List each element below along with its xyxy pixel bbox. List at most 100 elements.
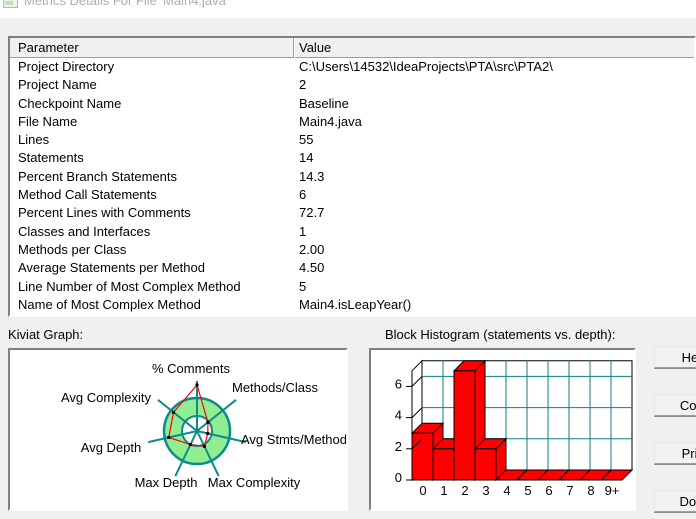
table-row: Average Statements per Method 4.50 bbox=[10, 259, 694, 277]
kiviat-axis-label: Avg Complexity bbox=[61, 390, 152, 405]
value-cell: 5 bbox=[299, 278, 307, 294]
parameter-cell: Average Statements per Method bbox=[18, 260, 205, 276]
kiviat-axis-spoke bbox=[157, 399, 198, 432]
hist-ytick-diagonal bbox=[411, 407, 423, 418]
column-divider bbox=[293, 38, 295, 58]
value-cell: 14.3 bbox=[299, 168, 325, 184]
copy-button[interactable]: Copy bbox=[654, 394, 696, 416]
kiviat-axis-spoke bbox=[174, 430, 198, 477]
kiviat-axis-spoke bbox=[196, 430, 246, 444]
hist-ytick-diagonal bbox=[411, 438, 423, 450]
hist-xtick-label: 9+ bbox=[605, 483, 620, 498]
table-row: File Name Main4.java bbox=[10, 113, 694, 131]
hist-xtick-label: 5 bbox=[524, 483, 531, 498]
table-row: Methods per Class 2.00 bbox=[10, 241, 694, 259]
kiviat-graph-panel: % Comments Methods/Class Avg Stmts/Method M… bbox=[8, 348, 348, 511]
kiviat-axis-label: Avg Depth bbox=[81, 440, 141, 455]
kiviat-data-marker bbox=[195, 383, 199, 387]
parameter-cell: File Name bbox=[18, 113, 78, 129]
value-cell: 55 bbox=[299, 132, 314, 148]
table-row: Line Number of Most Complex Method 5 bbox=[10, 278, 694, 296]
value-cell: 6 bbox=[299, 187, 307, 203]
hist-ytick-label: 2 bbox=[395, 439, 402, 454]
hist-bar-front bbox=[453, 370, 476, 481]
hist-xtick-label: 7 bbox=[566, 483, 573, 498]
value-cell: Main4.java bbox=[299, 113, 362, 129]
parameter-cell: Percent Lines with Comments bbox=[18, 205, 191, 221]
value-cell: 2.00 bbox=[299, 241, 325, 257]
parameter-cell: Project Directory bbox=[18, 59, 115, 74]
value-cell: 2 bbox=[299, 77, 307, 93]
parameter-cell: Checkpoint Name bbox=[18, 95, 122, 111]
hist-xtick-label: 0 bbox=[419, 483, 426, 498]
value-cell: Main4.isLeapYear() bbox=[299, 296, 412, 312]
app-icon bbox=[3, 0, 18, 8]
metrics-table: Parameter Value Project Directory C:\User… bbox=[8, 36, 696, 317]
table-row: Project Name 2 bbox=[10, 76, 694, 94]
table-row: Name of Most Complex Method Main4.isLeapY… bbox=[10, 296, 694, 314]
kiviat-data-marker bbox=[206, 431, 210, 435]
hist-xtick-label: 1 bbox=[440, 483, 447, 498]
kiviat-axis-spoke bbox=[196, 430, 220, 477]
parameter-cell: Lines bbox=[18, 132, 50, 148]
kiviat-axis-spoke bbox=[148, 430, 198, 444]
table-row: Percent Lines with Comments 72.7 bbox=[10, 204, 694, 222]
parameter-cell: Statements bbox=[18, 150, 84, 166]
hist-ytick-label: 4 bbox=[395, 408, 402, 423]
table-row: Project Directory C:\Users\14532\IdeaProj… bbox=[10, 58, 694, 76]
column-header-value: Value bbox=[299, 40, 332, 55]
parameter-cell: Classes and Interfaces bbox=[18, 223, 151, 239]
value-cell: 14 bbox=[299, 150, 314, 166]
hist-ytick-label: 0 bbox=[395, 470, 402, 485]
window-title-text: Metrics Details For File 'Main4.java' bbox=[24, 0, 229, 8]
kiviat-data-marker bbox=[202, 444, 206, 448]
table-header-row: Parameter Value bbox=[10, 38, 694, 58]
hist-xtick-label: 3 bbox=[482, 483, 489, 498]
kiviat-axis-label: Max Complexity bbox=[208, 475, 301, 490]
table-row: Classes and Interfaces 1 bbox=[10, 223, 694, 241]
kiviat-graph-label: Kiviat Graph: bbox=[8, 327, 84, 342]
hist-ytick-label: 6 bbox=[395, 376, 402, 391]
parameter-cell: Methods per Class bbox=[18, 241, 127, 257]
kiviat-axis-label: % Comments bbox=[152, 361, 231, 376]
window-title: Metrics Details For File 'Main4.java' bbox=[24, 0, 664, 8]
value-cell: Baseline bbox=[299, 95, 349, 111]
parameter-cell: Project Name bbox=[18, 77, 97, 93]
table-row: Checkpoint Name Baseline bbox=[10, 95, 694, 113]
parameter-cell: Percent Branch Statements bbox=[18, 168, 177, 184]
table-row: Percent Branch Statements 14.3 bbox=[10, 168, 694, 186]
kiviat-axis-spoke bbox=[196, 399, 237, 432]
table-row: Statements 14 bbox=[10, 149, 694, 167]
kiviat-data-marker bbox=[167, 435, 171, 439]
table-row: Method Call Statements 6 bbox=[10, 186, 694, 204]
hist-xtick-label: 4 bbox=[503, 483, 510, 498]
kiviat-axis-label: Avg Stmts/Method bbox=[241, 432, 346, 447]
help-button[interactable]: Help bbox=[654, 346, 696, 368]
parameter-cell: Line Number of Most Complex Method bbox=[18, 278, 241, 294]
hist-xtick-label: 8 bbox=[587, 483, 594, 498]
kiviat-data-marker bbox=[172, 410, 176, 414]
value-cell: 4.50 bbox=[299, 260, 325, 276]
hist-bar-front bbox=[474, 448, 497, 481]
kiviat-data-marker bbox=[188, 443, 192, 447]
hist-bar-zero bbox=[599, 469, 634, 481]
table-row: Lines 55 bbox=[10, 131, 694, 149]
column-header-parameter: Parameter bbox=[18, 40, 79, 55]
table-body: Project Directory C:\Users\14532\IdeaProj… bbox=[10, 58, 694, 314]
hist-bar-front bbox=[432, 448, 455, 481]
window-titlebar: Metrics Details For File 'Main4.java' bbox=[0, 0, 696, 18]
done-button[interactable]: Done bbox=[654, 490, 696, 512]
value-cell: C:\Users\14532\IdeaProjects\PTA\src\PTA2… bbox=[299, 59, 553, 74]
parameter-cell: Name of Most Complex Method bbox=[18, 296, 201, 312]
print-button[interactable]: Print bbox=[654, 442, 696, 464]
kiviat-axis-label: Methods/Class bbox=[232, 380, 318, 395]
hist-xtick-label: 2 bbox=[461, 483, 468, 498]
kiviat-axis-label: Max Depth bbox=[135, 475, 198, 490]
kiviat-data-marker bbox=[206, 420, 210, 424]
parameter-cell: Method Call Statements bbox=[18, 187, 157, 203]
hist-bar-front bbox=[411, 432, 434, 481]
kiviat-data-polygon bbox=[168, 383, 209, 447]
block-histogram-panel: 0 2 4 6 0 1 2 3 4 5 6 7 8 9+ bbox=[369, 348, 636, 511]
